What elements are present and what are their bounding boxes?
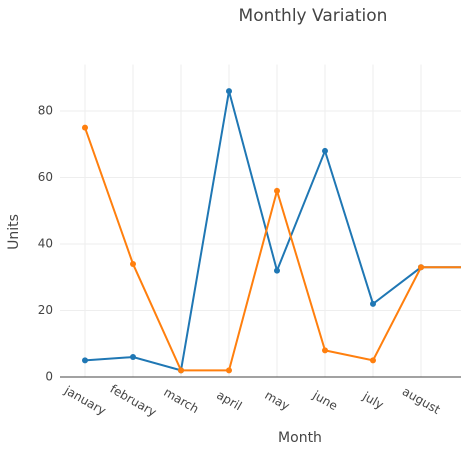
- x-tick-label: april: [214, 388, 244, 413]
- y-tick-label: 60: [38, 170, 53, 184]
- x-tick-label: february: [108, 382, 159, 420]
- series-line: [84, 127, 461, 372]
- data-point: [226, 88, 232, 95]
- x-tick-label: june: [310, 388, 340, 414]
- data-point: [82, 357, 88, 364]
- y-tick-label: 40: [38, 237, 53, 251]
- chart-title: Monthly Variation: [239, 6, 388, 26]
- data-point: [322, 347, 328, 354]
- x-tick-label: may: [262, 388, 292, 413]
- x-tick-label: july: [360, 389, 386, 412]
- y-axis-label: Units: [6, 214, 22, 250]
- data-point: [274, 187, 280, 194]
- data-point: [370, 300, 376, 307]
- data-point: [418, 264, 424, 271]
- data-point: [370, 357, 376, 364]
- x-tick-label: march: [161, 385, 201, 416]
- data-point: [274, 267, 280, 274]
- y-tick-label: 80: [38, 104, 53, 118]
- data-point: [226, 367, 232, 374]
- plot-area: [82, 88, 461, 374]
- x-axis-label: Month: [278, 430, 322, 446]
- x-tick-label: august: [400, 384, 443, 417]
- y-tick-label: 20: [38, 303, 53, 317]
- data-point: [130, 260, 136, 267]
- data-point: [82, 124, 88, 131]
- y-tick-label: 0: [45, 370, 53, 384]
- grid: [60, 64, 461, 378]
- x-tick-label: january: [61, 383, 108, 418]
- data-point: [178, 367, 184, 374]
- series-line: [84, 90, 461, 372]
- data-point: [322, 147, 328, 154]
- data-point: [130, 354, 136, 361]
